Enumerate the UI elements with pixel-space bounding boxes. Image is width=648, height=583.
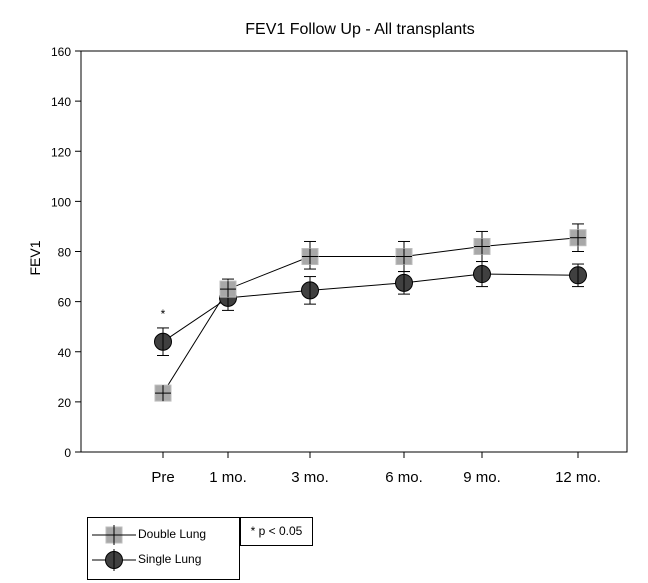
legend-item-single-lung: Single Lung bbox=[88, 548, 239, 572]
legend-label-double-lung: Double Lung bbox=[138, 527, 207, 541]
data-point-double-lung bbox=[395, 248, 413, 266]
data-point-single-lung bbox=[473, 265, 491, 284]
data-point-double-lung bbox=[219, 280, 237, 298]
fev1-chart: FEV1 Follow Up - All transplants FEV1 0 2… bbox=[27, 21, 628, 486]
legend-item-double-lung: Double Lung bbox=[88, 523, 239, 547]
data-point-single-lung bbox=[569, 266, 587, 285]
y-axis-label: FEV1 bbox=[27, 240, 43, 275]
y-tick-label: 60 bbox=[58, 296, 72, 310]
data-point-single-lung bbox=[154, 332, 172, 351]
legend-label-single-lung: Single Lung bbox=[138, 552, 202, 566]
significance-asterisk: * bbox=[161, 307, 166, 321]
x-tick-label: Pre bbox=[151, 469, 174, 486]
significance-note: * p < 0.05 bbox=[240, 517, 313, 546]
y-tick-label: 20 bbox=[58, 396, 72, 410]
series-line-single-lung bbox=[162, 273, 579, 343]
circle-cross-marker-icon bbox=[92, 549, 136, 571]
data-point-double-lung bbox=[301, 248, 319, 266]
y-tick-label: 40 bbox=[58, 346, 72, 360]
y-tick-label: 100 bbox=[51, 195, 71, 209]
x-tick-label: 12 mo. bbox=[555, 469, 601, 486]
chart-title: FEV1 Follow Up - All transplants bbox=[245, 21, 474, 38]
data-point-single-lung bbox=[301, 281, 319, 300]
y-tick-label: 0 bbox=[64, 446, 71, 460]
y-tick-label: 140 bbox=[51, 95, 71, 109]
legend: Double Lung Single Lung bbox=[87, 517, 240, 580]
y-tick-label: 80 bbox=[58, 246, 72, 260]
x-tick-label: 6 mo. bbox=[385, 469, 423, 486]
data-point-double-lung bbox=[569, 229, 587, 247]
series-line-double-lung bbox=[162, 237, 579, 394]
y-tick-label: 160 bbox=[51, 45, 71, 59]
square-cross-marker-icon bbox=[92, 525, 136, 545]
data-point-double-lung bbox=[154, 384, 172, 402]
y-tick-label: 120 bbox=[51, 145, 71, 159]
data-point-single-lung bbox=[395, 273, 413, 292]
x-tick-label: 1 mo. bbox=[209, 469, 247, 486]
data-point-double-lung bbox=[473, 237, 491, 255]
x-tick-label: 3 mo. bbox=[291, 469, 329, 486]
x-tick-label: 9 mo. bbox=[463, 469, 501, 486]
